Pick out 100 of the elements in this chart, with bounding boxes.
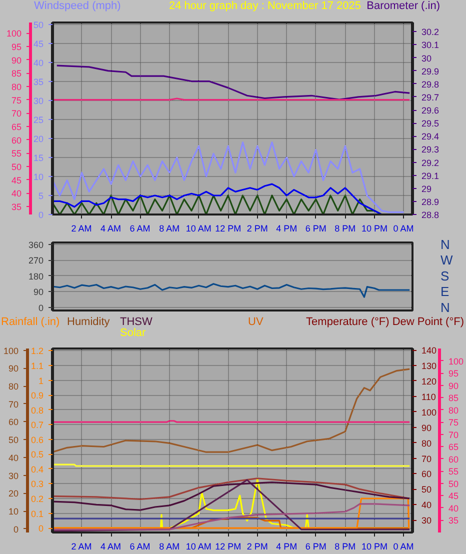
y-tick-label: 120 (422, 376, 437, 386)
y2-tick-label: 85 (448, 393, 459, 404)
y3-tick-label: 0 (13, 524, 19, 534)
y2-tick-label: 29.9 (422, 66, 440, 76)
y3-tick-label: 85 (11, 68, 22, 79)
y3-tick-label: 75 (11, 95, 22, 106)
x-tick-label: 8 PM (334, 224, 356, 234)
y-tick-label: 0.5 (30, 450, 44, 460)
x-tick-label: 4 PM (276, 224, 298, 234)
y3-tick-label: 70 (8, 399, 19, 410)
y-tick-label: 0.9 (30, 390, 44, 401)
x-tick-label: 2 AM (71, 542, 92, 552)
y-tick-label: 0.6 (30, 434, 44, 445)
x-tick-label: 10 AM (186, 542, 212, 552)
y-tick-label: 50 (422, 484, 432, 495)
y2-tick-label: 40 (448, 503, 459, 514)
y-tick-label: 140 (422, 346, 437, 356)
y3-tick-label: 45 (11, 175, 22, 186)
y3-tick-label: 50 (8, 435, 19, 446)
y3-tick-label: 90 (11, 55, 22, 66)
y2-tick-label: 28.9 (422, 196, 440, 207)
y3-tick-label: 35 (11, 202, 22, 212)
x-tick-label: 2 PM (246, 542, 268, 552)
y3-tick-label: 55 (11, 148, 22, 159)
y3-tick-label: 20 (8, 488, 19, 499)
y3-tick-label: 100 (3, 346, 19, 356)
y2-tick-label: 70 (448, 430, 459, 440)
text: Solar (120, 327, 146, 340)
y3-tick-label: 40 (8, 452, 19, 463)
text: N (440, 236, 450, 252)
y-tick-label: 0.1 (30, 508, 44, 519)
y-tick-label: 1.2 (30, 346, 44, 356)
y2-tick-label: 28.8 (422, 210, 440, 220)
y2-tick-label: 29.4 (422, 132, 440, 142)
y3-tick-label: 65 (11, 122, 22, 132)
y3-tick-label: 60 (8, 417, 19, 428)
y-tick-label: 0 (38, 524, 44, 534)
x-tick-label: 12 PM (215, 542, 242, 552)
y-tick-label: 60 (422, 469, 432, 480)
y2-tick-label: 100 (448, 356, 464, 366)
x-tick-label: 0 AM (393, 542, 414, 552)
y2-tick-label: 35 (448, 516, 459, 526)
y-tick-label: 10 (33, 172, 44, 182)
x-tick-label: 6 AM (130, 224, 150, 234)
y2-tick-label: 29.1 (422, 170, 440, 181)
y-tick-label: 30 (33, 96, 44, 106)
chart-title: 24 hour graph day : November 17 2025 (168, 0, 362, 13)
y3-tick-label: 30 (8, 470, 19, 481)
x-tick-label: 4 PM (276, 542, 298, 552)
y-tick-label: 110 (422, 392, 436, 402)
x-tick-label: 2 AM (71, 224, 92, 234)
y-tick-label: 1 (38, 376, 44, 386)
y-axis-title: Rainfall (.in) (1, 316, 60, 329)
y2-tick-label: 29.2 (422, 158, 440, 168)
y-tick-label: 0.2 (30, 494, 44, 504)
x-tick-label: 6 PM (305, 542, 326, 552)
x-tick-label: 8 AM (159, 224, 180, 234)
text: THSW (120, 316, 152, 328)
y-tick-label: 0.4 (30, 464, 44, 474)
y-tick-label: 0.3 (30, 479, 44, 490)
text: UV (248, 316, 264, 329)
x-tick-label: 2 PM (246, 224, 268, 234)
y2-tick-label: 30.1 (422, 40, 440, 50)
x-tick-label: 6 AM (130, 542, 150, 552)
text: E (440, 284, 450, 300)
y3-tick-label: 70 (11, 108, 22, 119)
y-tick-label: 80 (422, 438, 432, 448)
y-tick-label: 45 (33, 38, 44, 49)
x-tick-label: 10 PM (361, 224, 388, 234)
y-tick-label: 360 (28, 240, 44, 250)
y-tick-label: 15 (33, 152, 44, 163)
y-tick-label: 50 (33, 20, 44, 30)
x-tick-label: 4 AM (100, 542, 122, 552)
y2-tick-label: 80 (448, 405, 459, 416)
y-tick-label: 40 (422, 500, 432, 510)
y3-tick-label: 40 (11, 188, 22, 199)
y-tick-label: 100 (422, 407, 437, 418)
y-tick-label: 25 (33, 114, 44, 125)
y-axis-title: Windspeed (mph) (34, 0, 121, 13)
x-tick-label: 10 PM (361, 542, 388, 552)
y-tick-label: 40 (33, 58, 44, 68)
y-tick-label: 0 (38, 303, 44, 314)
text: N (440, 300, 450, 316)
y-tick-label: 5 (38, 190, 44, 201)
y3-tick-label: 50 (11, 162, 22, 172)
text: Temperature (°F) Dew Point (°F) (306, 316, 464, 328)
y3-tick-label: 80 (11, 82, 22, 92)
y-tick-label: 90 (422, 422, 432, 433)
y3-axis-title: Humidity (67, 316, 110, 329)
y3-tick-label: 100 (6, 28, 22, 39)
x-tick-label: 10 AM (186, 224, 212, 234)
y3-tick-label: 10 (8, 506, 19, 517)
x-tick-label: 8 AM (159, 542, 180, 552)
y3-tick-label: 90 (8, 364, 19, 374)
y3-tick-label: 60 (11, 135, 22, 146)
text: W (440, 252, 454, 268)
y2-tick-label: 29.6 (422, 106, 440, 116)
y2-tick-label: 95 (448, 368, 459, 379)
y2-tick-label: 29 (422, 184, 432, 194)
text: S (440, 268, 450, 284)
